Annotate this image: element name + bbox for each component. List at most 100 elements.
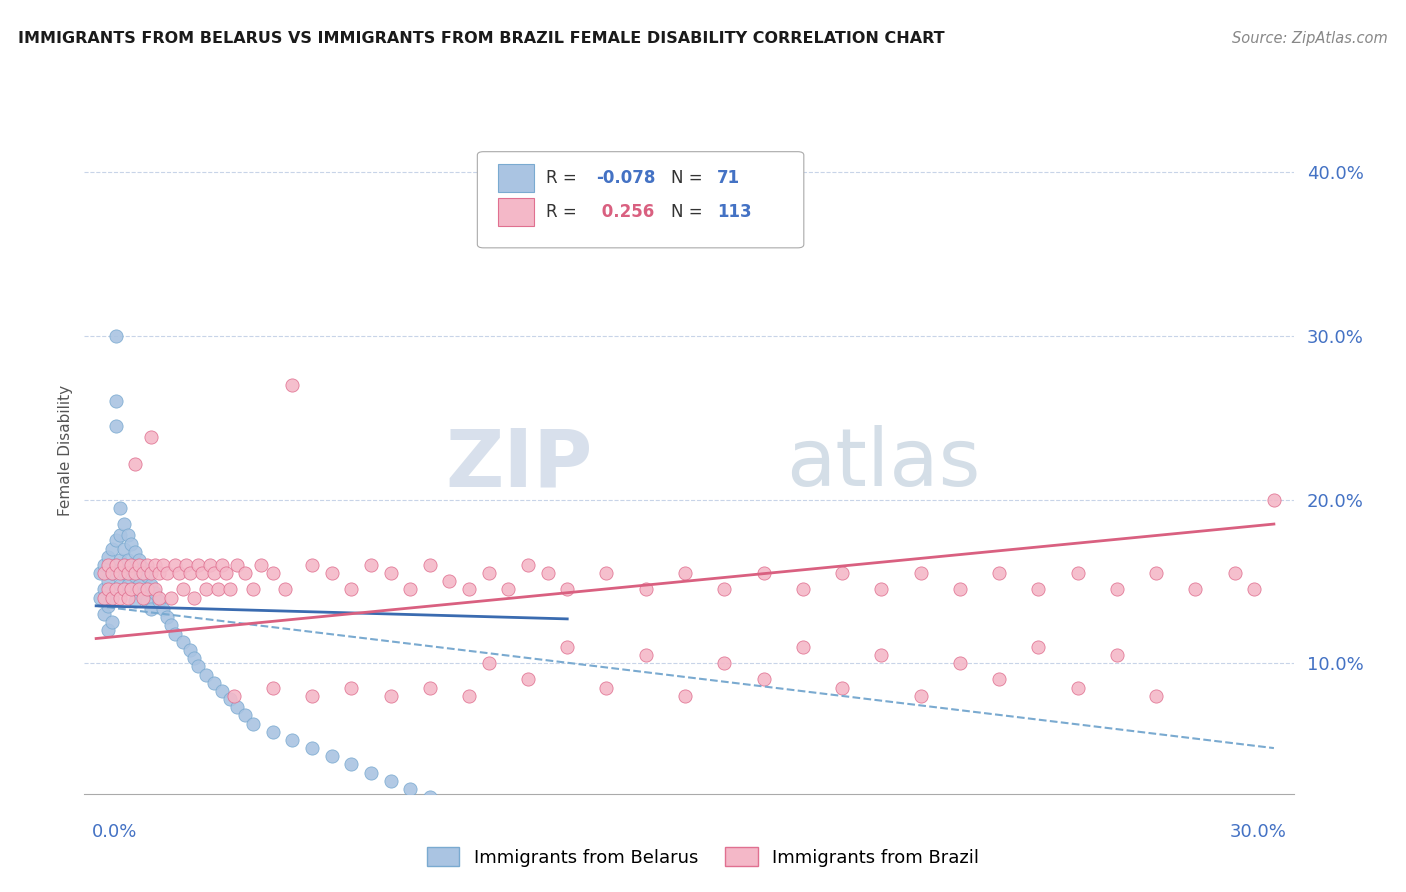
Point xyxy=(301,558,323,572)
Point xyxy=(1066,681,1088,695)
Point xyxy=(792,640,814,654)
Point xyxy=(478,566,501,581)
Point xyxy=(101,591,124,605)
Point xyxy=(752,673,775,687)
Point xyxy=(124,457,146,471)
Point xyxy=(152,602,174,616)
Point xyxy=(207,582,229,597)
Point xyxy=(399,582,422,597)
Point xyxy=(101,566,124,581)
Point xyxy=(117,591,139,605)
Point xyxy=(202,566,225,581)
Point xyxy=(262,681,284,695)
Point xyxy=(281,378,304,392)
Point xyxy=(132,586,155,600)
Point xyxy=(97,582,120,597)
Point xyxy=(301,689,323,703)
Point xyxy=(152,558,174,572)
Point xyxy=(399,781,422,797)
Point xyxy=(104,558,127,572)
Point xyxy=(121,536,143,550)
Point xyxy=(870,582,893,597)
Point xyxy=(148,566,170,581)
Text: 71: 71 xyxy=(717,169,740,186)
Point xyxy=(242,716,264,731)
Point xyxy=(273,582,295,597)
Point xyxy=(218,582,240,597)
Point xyxy=(281,733,304,747)
Point xyxy=(143,582,166,597)
Point xyxy=(870,648,893,662)
Point xyxy=(124,569,146,583)
Point xyxy=(458,582,481,597)
Text: atlas: atlas xyxy=(786,425,980,503)
Point xyxy=(1184,582,1206,597)
Point xyxy=(156,566,179,581)
Point xyxy=(172,582,194,597)
Text: N =: N = xyxy=(671,169,707,186)
Point xyxy=(233,708,256,723)
Point xyxy=(949,582,972,597)
Text: 0.0%: 0.0% xyxy=(91,822,136,840)
Point xyxy=(301,741,323,756)
Point xyxy=(439,574,461,589)
Point xyxy=(215,566,238,581)
Point xyxy=(183,591,205,605)
Point xyxy=(1028,582,1050,597)
Point xyxy=(713,656,735,670)
Point xyxy=(478,656,501,670)
Point xyxy=(159,591,181,605)
Point xyxy=(380,773,402,788)
Point xyxy=(233,566,256,581)
Point xyxy=(136,594,159,608)
Point xyxy=(93,591,115,605)
Point xyxy=(148,594,170,608)
Point xyxy=(634,648,657,662)
Point xyxy=(97,558,120,572)
Point xyxy=(195,667,218,681)
Point xyxy=(831,566,853,581)
Point xyxy=(321,749,343,764)
Point xyxy=(139,602,162,616)
Point xyxy=(108,500,131,515)
Point xyxy=(831,681,853,695)
Point xyxy=(211,558,233,572)
Point xyxy=(1105,582,1128,597)
Point xyxy=(262,724,284,739)
Point xyxy=(117,528,139,542)
Point xyxy=(117,577,139,591)
Point xyxy=(517,558,540,572)
Point xyxy=(93,582,115,597)
Point xyxy=(202,675,225,690)
Point xyxy=(458,689,481,703)
Point xyxy=(195,582,218,597)
Text: -0.078: -0.078 xyxy=(596,169,655,186)
Point xyxy=(136,569,159,583)
Point xyxy=(124,545,146,559)
Point xyxy=(498,582,520,597)
Point xyxy=(218,692,240,706)
Point xyxy=(910,566,932,581)
Point xyxy=(172,635,194,649)
Point xyxy=(159,618,181,632)
Point xyxy=(595,681,617,695)
Point xyxy=(121,582,143,597)
Point xyxy=(132,566,155,581)
Point xyxy=(148,591,170,605)
Point xyxy=(163,626,186,640)
Point xyxy=(458,803,481,817)
Point xyxy=(187,558,209,572)
Point xyxy=(104,394,127,409)
Point xyxy=(132,561,155,575)
Point xyxy=(93,566,115,581)
Point xyxy=(176,558,198,572)
Point xyxy=(988,673,1011,687)
Point xyxy=(555,640,578,654)
Point xyxy=(128,558,150,572)
Text: 0.256: 0.256 xyxy=(596,203,654,221)
Point xyxy=(439,798,461,813)
Point xyxy=(108,591,131,605)
FancyBboxPatch shape xyxy=(478,152,804,248)
Point xyxy=(121,558,143,572)
Point xyxy=(112,558,135,572)
